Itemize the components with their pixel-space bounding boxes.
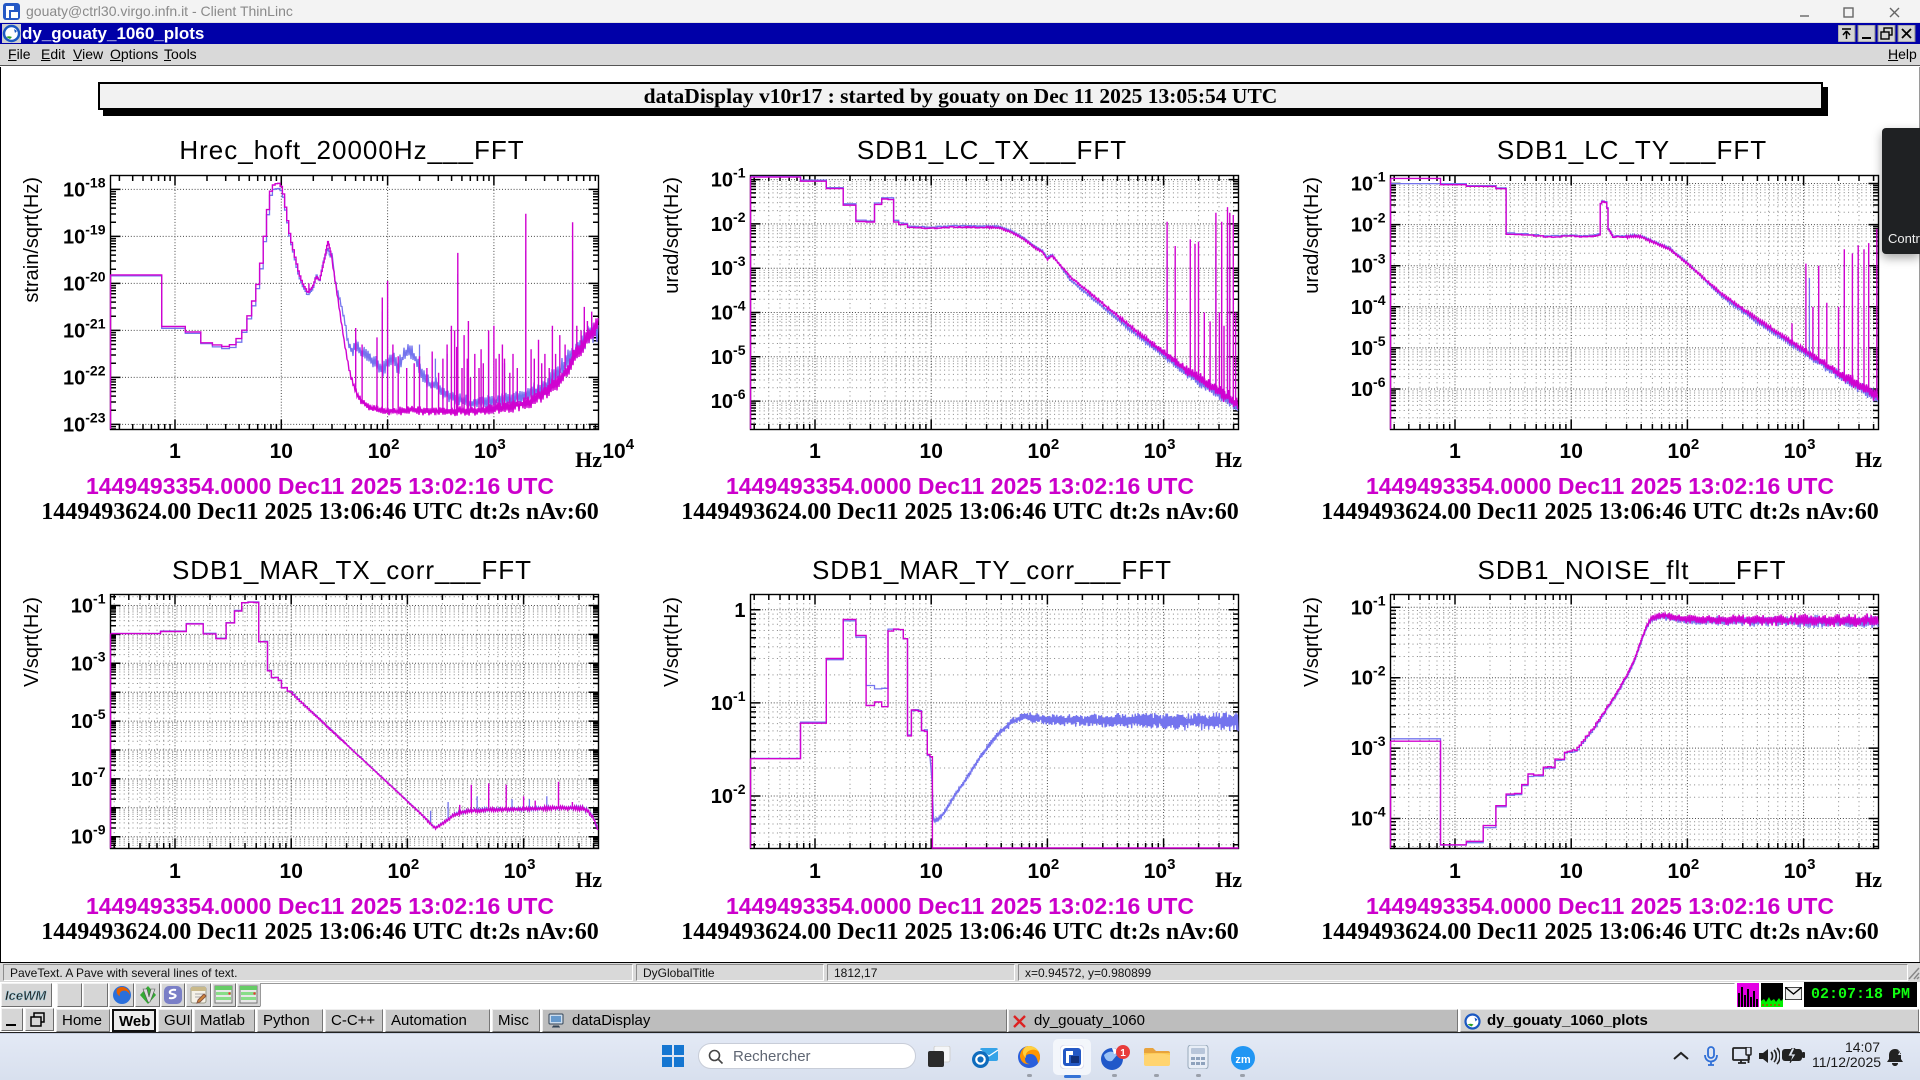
svg-text:Hz: Hz	[1855, 447, 1882, 472]
svg-text:Hz: Hz	[575, 867, 602, 892]
svg-text:10: 10	[1560, 440, 1583, 463]
svg-text:1: 1	[1449, 860, 1461, 883]
svg-text:10-1: 10-1	[71, 591, 106, 618]
svg-text:103: 103	[1144, 856, 1176, 883]
svg-text:1: 1	[1449, 440, 1461, 463]
svg-text:10-9: 10-9	[71, 822, 106, 849]
svg-text:10-3: 10-3	[711, 253, 746, 280]
svg-text:Hz: Hz	[1215, 447, 1242, 472]
svg-text:10: 10	[270, 440, 293, 463]
svg-text:10-1: 10-1	[1351, 169, 1386, 196]
svg-text:SDB1_LC_TY___FFT: SDB1_LC_TY___FFT	[1497, 135, 1767, 165]
svg-text:10-4: 10-4	[1351, 804, 1386, 831]
svg-text:1449493624.00 Dec11 2025 13:06: 1449493624.00 Dec11 2025 13:06:46 UTC dt…	[41, 499, 599, 525]
svg-text:1449493624.00 Dec11 2025 13:06: 1449493624.00 Dec11 2025 13:06:46 UTC dt…	[681, 499, 1239, 525]
svg-text:1449493624.00 Dec11 2025 13:06: 1449493624.00 Dec11 2025 13:06:46 UTC dt…	[681, 919, 1239, 945]
svg-text:10-2: 10-2	[1351, 210, 1386, 237]
svg-text:Hz: Hz	[575, 447, 602, 472]
svg-text:10-7: 10-7	[71, 764, 106, 791]
svg-text:102: 102	[388, 856, 420, 883]
svg-text:10-5: 10-5	[1351, 333, 1386, 360]
svg-text:10-21: 10-21	[63, 315, 106, 342]
svg-text:10-2: 10-2	[1351, 663, 1386, 690]
svg-text:1: 1	[169, 440, 181, 463]
svg-text:10-22: 10-22	[63, 362, 106, 389]
svg-text:Hrec_hoft_20000Hz___FFT: Hrec_hoft_20000Hz___FFT	[179, 135, 524, 165]
svg-text:10: 10	[1560, 860, 1583, 883]
svg-text:104: 104	[602, 436, 634, 463]
svg-text:zm: zm	[1235, 1054, 1251, 1066]
svg-text:10-4: 10-4	[711, 298, 746, 325]
svg-text:SDB1_MAR_TX_corr___FFT: SDB1_MAR_TX_corr___FFT	[172, 555, 532, 585]
svg-text:1449493624.00 Dec11 2025 13:06: 1449493624.00 Dec11 2025 13:06:46 UTC dt…	[1321, 919, 1879, 945]
svg-text:10: 10	[280, 860, 303, 883]
svg-text:10-3: 10-3	[1351, 251, 1386, 278]
svg-text:1: 1	[809, 860, 821, 883]
svg-text:103: 103	[1144, 436, 1176, 463]
svg-text:10-1: 10-1	[711, 165, 746, 192]
svg-text:10-3: 10-3	[1351, 733, 1386, 760]
svg-text:strain/sqrt(Hz): strain/sqrt(Hz)	[21, 177, 43, 303]
svg-text:102: 102	[1028, 856, 1060, 883]
svg-text:10-6: 10-6	[1351, 374, 1386, 401]
svg-text:1: 1	[734, 600, 745, 622]
svg-text:1: 1	[169, 860, 181, 883]
svg-text:10-2: 10-2	[711, 781, 746, 808]
svg-text:103: 103	[1784, 436, 1816, 463]
svg-text:1449493354.0000 Dec11 2025 13:: 1449493354.0000 Dec11 2025 13:02:16 UTC	[726, 473, 1194, 499]
svg-text:SDB1_NOISE_flt___FFT: SDB1_NOISE_flt___FFT	[1478, 555, 1787, 585]
svg-text:V/sqrt(Hz): V/sqrt(Hz)	[1301, 597, 1323, 687]
svg-text:103: 103	[504, 856, 536, 883]
svg-text:102: 102	[368, 436, 400, 463]
svg-text:z: z	[1898, 1048, 1902, 1057]
svg-text:10: 10	[920, 860, 943, 883]
svg-text:10-20: 10-20	[63, 268, 106, 295]
svg-text:1: 1	[809, 440, 821, 463]
svg-text:SDB1_MAR_TY_corr___FFT: SDB1_MAR_TY_corr___FFT	[812, 555, 1172, 585]
svg-text:1449493354.0000 Dec11 2025 13:: 1449493354.0000 Dec11 2025 13:02:16 UTC	[86, 893, 554, 919]
svg-text:IceWM: IceWM	[5, 988, 47, 1003]
svg-text:1: 1	[1120, 1048, 1126, 1059]
svg-text:10-1: 10-1	[1351, 592, 1386, 619]
svg-text:103: 103	[474, 436, 506, 463]
svg-text:1449493354.0000 Dec11 2025 13:: 1449493354.0000 Dec11 2025 13:02:16 UTC	[86, 473, 554, 499]
svg-text:SDB1_LC_TX___FFT: SDB1_LC_TX___FFT	[857, 135, 1127, 165]
svg-text:urad/sqrt(Hz): urad/sqrt(Hz)	[661, 177, 683, 294]
svg-text:urad/sqrt(Hz): urad/sqrt(Hz)	[1301, 177, 1323, 294]
svg-text:10-5: 10-5	[71, 706, 106, 733]
svg-text:V/sqrt(Hz): V/sqrt(Hz)	[21, 597, 43, 687]
svg-text:10-4: 10-4	[1351, 292, 1386, 319]
svg-text:10-1: 10-1	[711, 688, 746, 715]
svg-text:10-6: 10-6	[711, 386, 746, 413]
svg-text:Hz: Hz	[1215, 867, 1242, 892]
svg-text:1449493354.0000 Dec11 2025 13:: 1449493354.0000 Dec11 2025 13:02:16 UTC	[1366, 473, 1834, 499]
svg-text:1449493354.0000 Dec11 2025 13:: 1449493354.0000 Dec11 2025 13:02:16 UTC	[726, 893, 1194, 919]
svg-text:1449493624.00 Dec11 2025 13:06: 1449493624.00 Dec11 2025 13:06:46 UTC dt…	[1321, 499, 1879, 525]
svg-text:Hz: Hz	[1855, 867, 1882, 892]
svg-text:102: 102	[1668, 856, 1700, 883]
svg-text:10-23: 10-23	[63, 409, 106, 436]
svg-text:1449493354.0000 Dec11 2025 13:: 1449493354.0000 Dec11 2025 13:02:16 UTC	[1366, 893, 1834, 919]
svg-text:10-18: 10-18	[63, 174, 106, 201]
svg-text:1449493624.00 Dec11 2025 13:06: 1449493624.00 Dec11 2025 13:06:46 UTC dt…	[41, 919, 599, 945]
svg-text:10-19: 10-19	[63, 221, 106, 248]
svg-text:103: 103	[1784, 856, 1816, 883]
svg-text:10-3: 10-3	[71, 648, 106, 675]
svg-text:V/sqrt(Hz): V/sqrt(Hz)	[661, 597, 683, 687]
svg-text:10-5: 10-5	[711, 342, 746, 369]
svg-text:10-2: 10-2	[711, 209, 746, 236]
svg-text:102: 102	[1028, 436, 1060, 463]
svg-text:10: 10	[920, 440, 943, 463]
svg-text:102: 102	[1668, 436, 1700, 463]
